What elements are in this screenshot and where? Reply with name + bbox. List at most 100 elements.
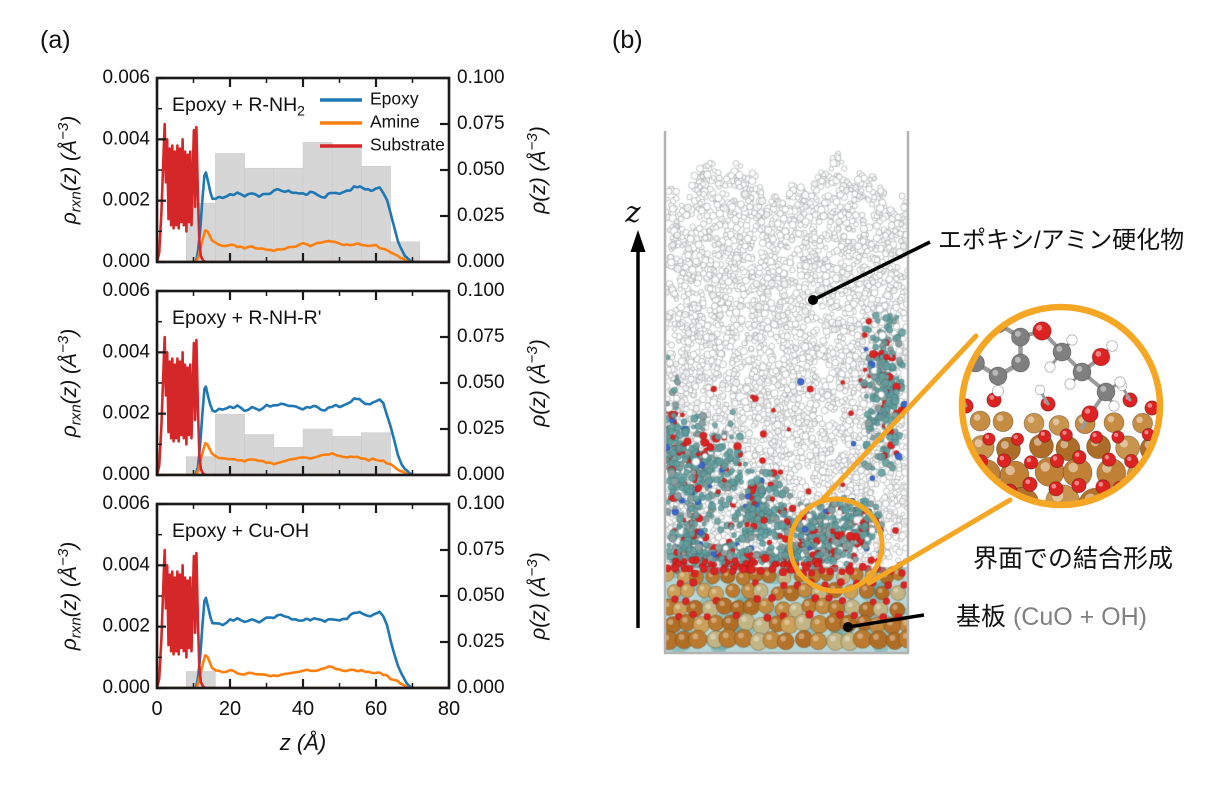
atom xyxy=(1023,412,1045,434)
right-axis-title: ρ(z) (Å−3) xyxy=(524,339,550,428)
bulk-annotation-dot xyxy=(808,295,818,305)
amine-curve xyxy=(157,441,449,475)
axis-ticks xyxy=(155,289,451,477)
atom xyxy=(965,323,969,336)
subplot-title: Epoxy + Cu-OH xyxy=(172,520,309,542)
axis-ticks xyxy=(155,76,451,264)
histogram-bar xyxy=(361,166,391,262)
atom xyxy=(965,486,970,502)
atom xyxy=(988,366,1008,386)
svg-text:0.075: 0.075 xyxy=(457,326,505,347)
svg-text:0.002: 0.002 xyxy=(102,190,150,211)
interface-highlight-circle xyxy=(787,496,885,594)
right-axis-title: ρ(z) (Å−3) xyxy=(524,552,550,641)
atom xyxy=(1091,347,1111,367)
svg-text:0.006: 0.006 xyxy=(102,67,150,88)
subplot-title: Epoxy + R-NH-R' xyxy=(172,307,321,329)
svg-text:0.025: 0.025 xyxy=(457,631,505,652)
svg-text:0.006: 0.006 xyxy=(102,280,150,301)
atom xyxy=(1096,382,1116,402)
atom xyxy=(996,453,1012,468)
simulation-panel: z エポキシ/アミン硬化物 界面での結合形成 xyxy=(624,131,1184,655)
atom xyxy=(992,310,1005,315)
atom xyxy=(1108,400,1120,412)
atom xyxy=(1144,400,1157,416)
svg-text:20: 20 xyxy=(219,698,241,720)
simulation-snapshot xyxy=(660,120,912,660)
substrate-curve xyxy=(157,122,449,262)
svg-text:60: 60 xyxy=(365,698,387,720)
left-axis-title: ρrxn(z) (Å−3) xyxy=(55,542,85,652)
subplot-title: Epoxy + R-NH2 xyxy=(172,94,305,118)
x-axis-title: z (Å) xyxy=(279,730,326,755)
atom xyxy=(1114,376,1126,388)
svg-text:0.004: 0.004 xyxy=(102,554,150,575)
atom xyxy=(1011,327,1030,347)
density-profile-charts: 0.000 0.002 0.004 0.006 0.000 0.025 0.050 0.075… xyxy=(55,67,550,755)
svg-text:0.050: 0.050 xyxy=(457,372,505,393)
atom xyxy=(948,451,962,465)
substrate-curve xyxy=(157,335,449,475)
interface-annotation-text: 界面での結合形成 xyxy=(973,545,1173,573)
svg-text:0.050: 0.050 xyxy=(457,585,505,606)
svg-text:0.006: 0.006 xyxy=(102,493,150,514)
amine-curve xyxy=(157,229,449,262)
magnifier-line-top xyxy=(819,333,979,503)
atom xyxy=(1111,430,1125,444)
z-axis-label: z xyxy=(624,195,641,229)
magnifier-line-bottom xyxy=(866,497,1013,586)
atom xyxy=(965,433,968,459)
atom xyxy=(979,482,996,498)
svg-text:0.100: 0.100 xyxy=(457,67,505,88)
subplot-1: 0.000 0.002 0.004 0.006 0.000 0.025 0.050 0.075… xyxy=(55,67,550,272)
atom xyxy=(1064,378,1076,390)
epoxy-curve xyxy=(157,385,449,475)
z-axis-arrow: z xyxy=(624,195,646,628)
atom xyxy=(1161,414,1181,434)
atom xyxy=(1089,430,1103,444)
atom xyxy=(1101,452,1117,467)
atom xyxy=(1071,477,1087,494)
interface-zoom-inset xyxy=(948,303,1181,509)
svg-text:0.004: 0.004 xyxy=(102,341,150,362)
bulk-annotation-text: エポキシ/アミン硬化物 xyxy=(938,227,1184,254)
atom xyxy=(1023,455,1039,470)
svg-text:0.025: 0.025 xyxy=(457,418,505,439)
epoxy-curve xyxy=(157,596,449,688)
atom xyxy=(1116,485,1152,502)
svg-text:0.004: 0.004 xyxy=(102,128,150,149)
svg-text:0.002: 0.002 xyxy=(102,403,150,424)
panel-b-label: (b) xyxy=(612,26,643,54)
atom xyxy=(1010,432,1025,446)
tick-labels: 0.000 0.002 0.004 0.006 0.000 0.025 0.050 0.075… xyxy=(102,67,504,272)
atom xyxy=(1151,454,1157,469)
atom xyxy=(1052,342,1072,362)
svg-text:0.050: 0.050 xyxy=(457,159,505,180)
histogram-bar xyxy=(244,434,275,475)
substrate-annotation: 基板 (CuO + OH) xyxy=(843,603,1147,632)
atom xyxy=(1059,428,1073,442)
legend-label-substrate: Substrate xyxy=(370,135,445,155)
legend-label-amine: Amine xyxy=(370,112,420,132)
panel-a-label: (a) xyxy=(40,26,71,54)
atom xyxy=(1049,453,1065,468)
amine-curve xyxy=(157,654,449,688)
atom xyxy=(965,482,969,498)
histogram-bar xyxy=(215,414,245,475)
subplot-2: 0.000 0.002 0.004 0.006 0.000 0.025 0.050 0.075… xyxy=(55,280,550,485)
right-axis-title: ρ(z) (Å−3) xyxy=(524,126,550,215)
substrate-annotation-text: 基板 (CuO + OH) xyxy=(956,603,1147,631)
substrate-annotation-dot xyxy=(843,622,853,632)
substrate-curve xyxy=(157,548,449,688)
svg-text:0.000: 0.000 xyxy=(457,464,505,485)
atom xyxy=(965,457,968,488)
legend-label-epoxy: Epoxy xyxy=(370,89,419,109)
svg-text:0.000: 0.000 xyxy=(102,677,150,698)
atom xyxy=(1034,384,1046,396)
svg-text:0.075: 0.075 xyxy=(457,113,505,134)
histogram-bar xyxy=(302,428,333,475)
atom xyxy=(1038,429,1052,443)
svg-text:0: 0 xyxy=(151,698,162,720)
atom xyxy=(1048,481,1064,497)
